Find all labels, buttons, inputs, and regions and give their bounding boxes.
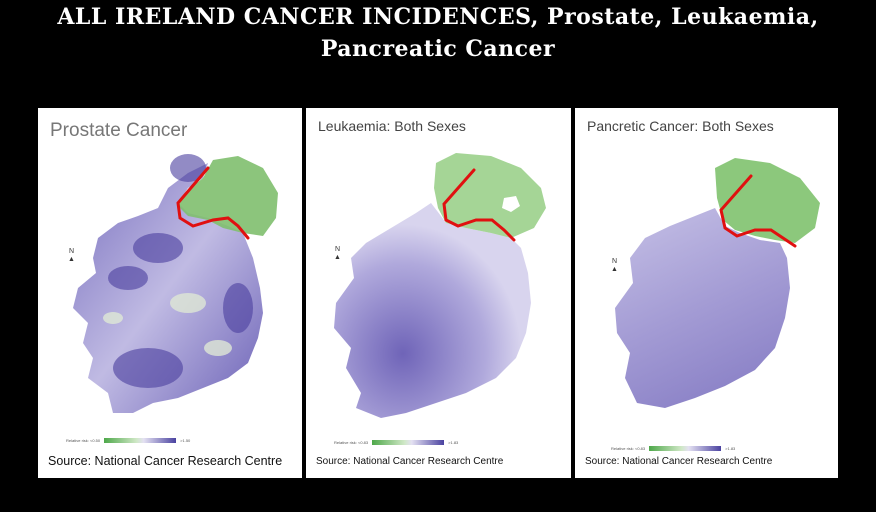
republic-of-ireland-region [615, 208, 790, 408]
legend-color-bar [649, 446, 722, 451]
border-line [719, 174, 797, 248]
northern-ireland-region [715, 158, 820, 243]
legend-high-label: >1.83 [448, 440, 459, 445]
prostate-cancer-map [73, 154, 278, 413]
page-title-line-1: ALL IRELAND CANCER INCIDENCES, Prostate,… [57, 4, 819, 30]
legend-high-label: >1.83 [725, 446, 736, 451]
legend-low-label: Relative risk: <0.83 [611, 446, 646, 451]
northern-ireland-region [178, 156, 278, 236]
border-line [442, 168, 516, 242]
panel-title: Leukaemia: Both Sexes [318, 118, 466, 134]
legend-color-bar [104, 438, 177, 443]
leukaemia-map-panel: Leukaemia: Both Sexes N ▲ Relative risk: … [306, 108, 571, 478]
purple-hotspots [108, 154, 253, 388]
light-patches [103, 293, 232, 356]
legend: Relative risk: <0.50 >1.50 [66, 438, 190, 443]
north-arrow-icon: N ▲ [68, 248, 75, 263]
panel-title: Pancretic Cancer: Both Sexes [587, 118, 774, 134]
legend: Relative risk: <0.83 >1.83 [611, 446, 735, 451]
source-label: Source: National Cancer Research Centre [316, 456, 504, 467]
prostate-cancer-map-panel: Prostate Cancer N ▲ Relative risk: <0.50 … [38, 108, 302, 478]
legend: Relative risk: <0.83 >1.83 [334, 440, 458, 445]
leukaemia-map [334, 153, 546, 418]
north-arrow-icon: N ▲ [334, 246, 341, 261]
legend-high-label: >1.50 [180, 438, 191, 443]
pancreatic-cancer-map [615, 158, 820, 408]
republic-of-ireland-region [334, 203, 531, 418]
legend-low-label: Relative risk: <0.83 [334, 440, 369, 445]
border-line [176, 166, 250, 240]
legend-low-label: Relative risk: <0.50 [66, 438, 101, 443]
panel-title: Prostate Cancer [50, 120, 188, 141]
source-label: Source: National Cancer Research Centre [585, 456, 773, 467]
pancreatic-cancer-map-panel: Pancretic Cancer: Both Sexes N ▲ Relative… [575, 108, 838, 478]
page-title-line-2: Pancreatic Cancer [320, 36, 556, 62]
northern-ireland-region [434, 153, 546, 238]
legend-color-bar [372, 440, 445, 445]
north-arrow-icon: N ▲ [611, 258, 618, 273]
source-label: Source: National Cancer Research Centre [48, 454, 283, 468]
lough-neagh [502, 196, 520, 212]
